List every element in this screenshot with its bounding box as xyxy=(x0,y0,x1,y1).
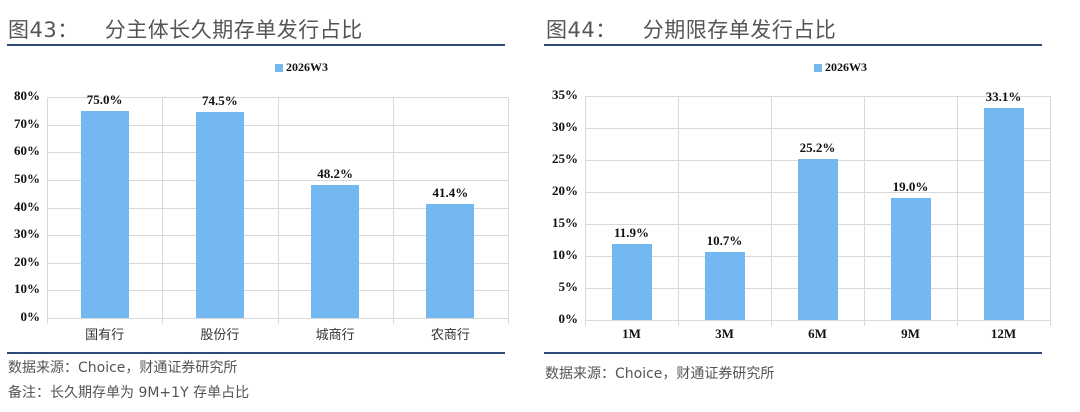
left-source: 数据来源：Choice，财通证券研究所 xyxy=(8,360,238,376)
x-tick-label: 国有行 xyxy=(85,328,125,343)
vertical-gridline xyxy=(864,96,865,326)
right-figure-name: 分期限存单发行占比 xyxy=(642,18,837,42)
bar-right-2 xyxy=(797,158,838,320)
left-bottom-rule xyxy=(7,352,505,354)
legend-swatch-icon xyxy=(814,63,822,72)
y-tick-label: 5% xyxy=(558,279,579,294)
right-figure-number: 图44： xyxy=(546,18,617,42)
bar-right-1 xyxy=(704,251,745,320)
bar-value-label: 11.9% xyxy=(613,224,650,240)
y-tick-label: 15% xyxy=(552,215,578,230)
right-title-rule xyxy=(544,44,1042,46)
y-tick-label: 20% xyxy=(14,253,40,269)
bar-value-label: 48.2% xyxy=(317,165,353,181)
gridline xyxy=(585,128,1050,129)
bar-value-label: 25.2% xyxy=(799,139,836,155)
vertical-gridline xyxy=(508,97,509,324)
y-tick-label: 50% xyxy=(14,170,40,186)
vertical-gridline xyxy=(771,96,772,326)
vertical-gridline xyxy=(957,96,958,326)
bar-value-label: 10.7% xyxy=(706,232,743,248)
bar-value-label: 75.0% xyxy=(86,91,123,107)
y-tick-label: 0% xyxy=(20,309,41,324)
y-tick-label: 30% xyxy=(14,226,40,242)
y-tick-label: 10% xyxy=(14,281,40,297)
left-figure-name: 分主体长久期存单发行占比 xyxy=(104,18,363,42)
bar-value-label: 41.4% xyxy=(432,184,469,200)
vertical-gridline xyxy=(47,97,48,324)
y-tick-label: 80% xyxy=(14,88,40,103)
legend-swatch-icon xyxy=(275,63,283,72)
x-tick-label: 农商行 xyxy=(430,328,470,343)
gridline xyxy=(585,96,1050,97)
right-plot-area: 11.9% 10.7% 25.2% 19.0% 33.1% xyxy=(585,89,1051,326)
right-figure-title: 图44： 分期限存单发行占比 xyxy=(546,14,836,44)
vertical-gridline xyxy=(1050,96,1051,326)
x-tick-label: 3M xyxy=(715,326,734,341)
vertical-gridline xyxy=(678,96,679,326)
left-legend: 2026W3 xyxy=(275,60,328,75)
vertical-gridline xyxy=(277,97,279,324)
vertical-gridline xyxy=(392,97,394,324)
bar-right-4 xyxy=(983,108,1024,320)
y-tick-label: 20% xyxy=(552,183,578,198)
left-title-rule xyxy=(7,44,505,46)
y-tick-label: 10% xyxy=(552,247,578,262)
left-legend-label: 2026W3 xyxy=(286,60,328,74)
vertical-gridline xyxy=(585,96,586,326)
right-legend: 2026W3 xyxy=(814,60,867,75)
bar-left-0 xyxy=(80,110,129,318)
bar-left-2 xyxy=(311,184,360,318)
y-tick-label: 30% xyxy=(552,119,578,134)
x-tick-label: 股份行 xyxy=(200,328,240,343)
vertical-gridline xyxy=(162,97,164,324)
y-tick-label: 40% xyxy=(14,198,40,214)
left-figure-number: 图43： xyxy=(8,18,79,42)
bar-value-label: 19.0% xyxy=(892,179,929,195)
right-legend-label: 2026W3 xyxy=(825,60,867,74)
x-tick-label: 9M xyxy=(901,326,920,341)
y-tick-label: 70% xyxy=(14,115,40,131)
y-tick-label: 35% xyxy=(552,87,578,102)
left-note: 备注：长久期存单为 9M+1Y 存单占比 xyxy=(8,385,250,401)
right-source: 数据来源：Choice，财通证券研究所 xyxy=(545,366,775,382)
y-tick-label: 60% xyxy=(14,143,40,159)
x-tick-label: 12M xyxy=(990,326,1017,341)
right-bottom-rule xyxy=(544,352,1042,354)
x-tick-label: 6M xyxy=(808,326,827,341)
x-tick-label: 城商行 xyxy=(315,328,355,343)
bar-left-1 xyxy=(195,112,244,318)
y-tick-label: 25% xyxy=(552,151,578,166)
gridline xyxy=(585,320,1050,321)
bar-value-label: 74.5% xyxy=(202,93,238,109)
bar-left-3 xyxy=(426,203,475,318)
left-figure-title: 图43： 分主体长久期存单发行占比 xyxy=(8,14,363,44)
y-tick-label: 0% xyxy=(558,311,579,326)
bar-right-3 xyxy=(890,198,931,320)
bar-value-label: 33.1% xyxy=(985,89,1022,105)
bar-right-0 xyxy=(611,243,652,320)
x-tick-label: 1M xyxy=(622,326,641,341)
left-plot-area: 75.0% 74.5% 48.2% 41.4% xyxy=(47,92,509,324)
